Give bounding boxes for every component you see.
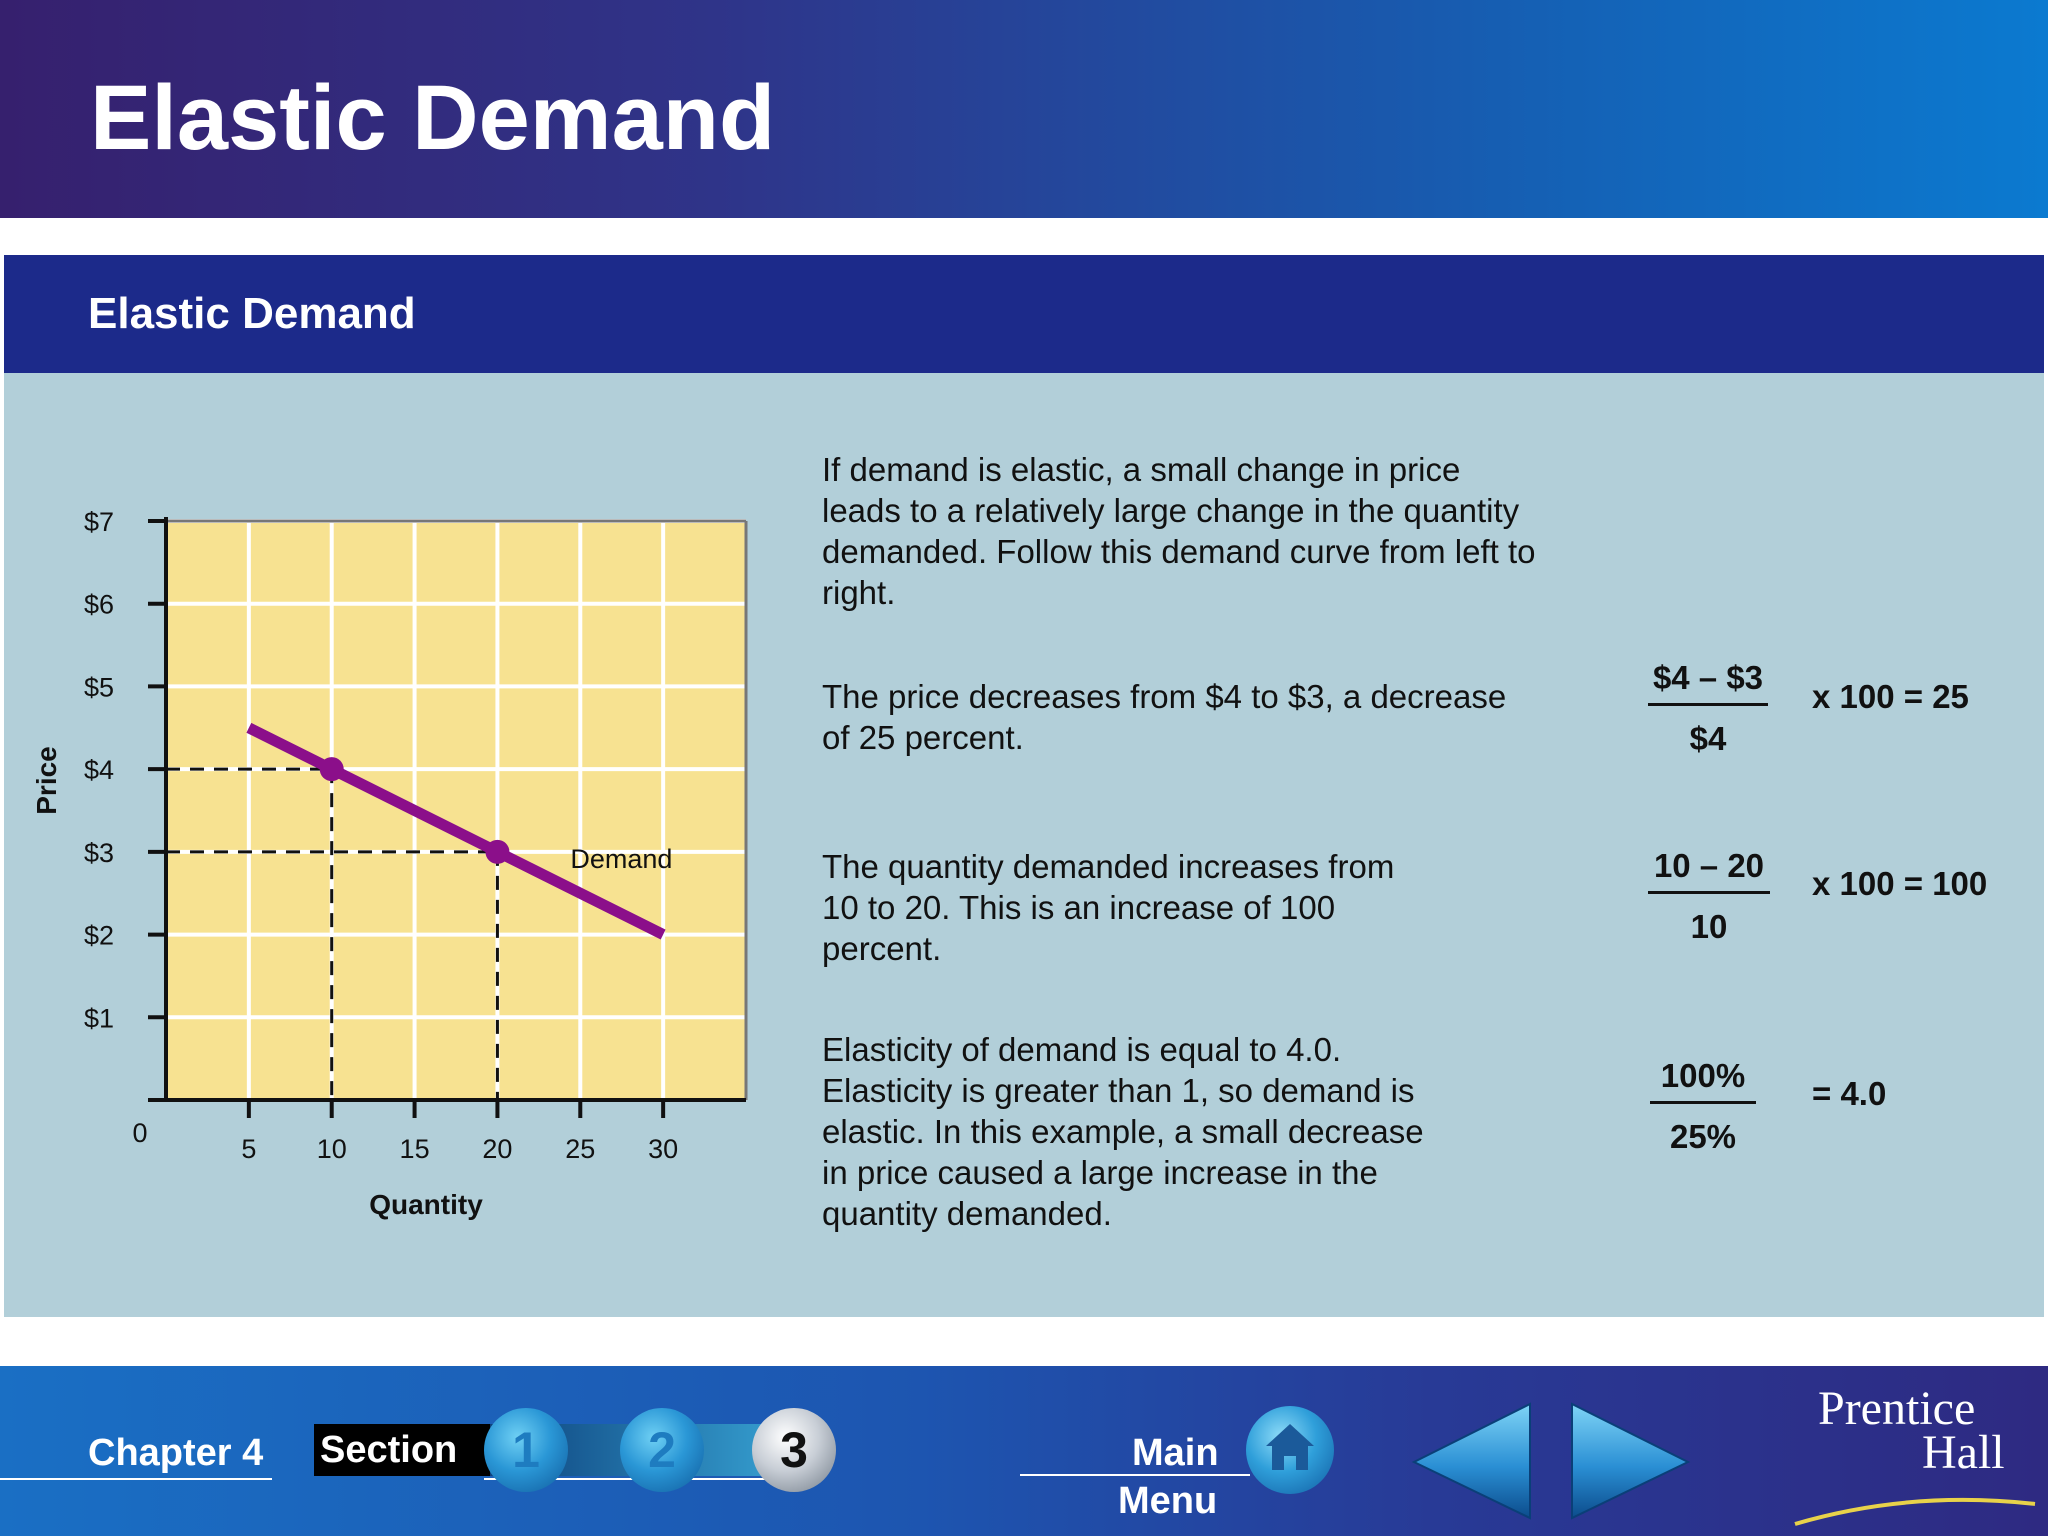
y-tick-label: $7 [84,507,114,537]
panel-header: Elastic Demand [4,255,2044,373]
quantity-change-numerator: 10 – 20 [1648,847,1770,894]
x-tick-label: 5 [241,1134,256,1164]
brand-line1: Prentice [1818,1382,1976,1435]
page-title: Elastic Demand [90,67,776,169]
brand-line2: Hall [1922,1426,2005,1479]
origin-label: 0 [132,1118,147,1148]
price-change-fraction: $4 – $3 $4 [1648,659,1768,758]
intro-text: If demand is elastic, a small change in … [822,451,1536,611]
price-change-denominator: $4 [1689,720,1727,757]
quantity-change-text: The quantity demanded increases from 10 … [822,848,1395,967]
x-tick-label: 30 [648,1134,678,1164]
chapter-underline [0,1478,272,1480]
data-point [485,839,510,864]
previous-arrow-icon [1411,1402,1531,1520]
x-tick-label: 15 [400,1134,430,1164]
elasticity-denominator: 25% [1669,1118,1737,1155]
y-tick-label: $1 [84,1003,114,1033]
demand-chart: $1 $2 $3 $4 $5 $6 $7 5 10 15 20 25 30 0 Quantity Price D… [31,507,748,1220]
previous-arrow-button[interactable] [1402,1396,1542,1526]
panel-body: $1 $2 $3 $4 $5 $6 $7 5 10 15 20 25 30 0 Quantity Price D… [4,373,2044,1317]
x-tick-label: 10 [317,1134,347,1164]
quantity-change-fraction: 10 – 20 10 [1648,847,1770,946]
section-1-button[interactable]: 1 [484,1408,568,1492]
home-button[interactable] [1246,1406,1334,1494]
home-icon [1266,1424,1314,1470]
section-2-button[interactable]: 2 [620,1408,704,1492]
y-tick-label: $3 [84,838,114,868]
y-tick-label: $5 [84,672,114,702]
y-tick-label: $2 [84,921,114,951]
next-arrow-button[interactable] [1560,1396,1700,1526]
section-label: Section [314,1424,490,1476]
x-tick-label: 25 [565,1134,595,1164]
footer-nav: Chapter 4 Section 1 2 3 Main Menu Prenti… [0,1366,2048,1536]
quantity-change-result: x 100 = 100 [1812,865,1988,902]
main-menu-divider [1020,1474,1250,1476]
section-3-button[interactable]: 3 [752,1408,836,1492]
y-tick-label: $6 [84,590,114,620]
chapter-label: Chapter 4 [88,1432,264,1474]
y-axis-title: Price [31,746,62,815]
y-tick-label: $4 [84,755,114,785]
quantity-change-denominator: 10 [1690,908,1728,945]
header-bar: Elastic Demand [0,0,2048,218]
price-change-result: x 100 = 25 [1812,678,1969,715]
plot-area [166,521,746,1100]
next-arrow-icon [1571,1402,1691,1520]
x-tick-label: 20 [482,1134,512,1164]
main-menu-line1[interactable]: Main [1132,1432,1219,1474]
elasticity-result: = 4.0 [1812,1075,1887,1112]
main-menu-line2[interactable]: Menu [1118,1480,1218,1522]
series-label: Demand [570,844,672,874]
demand-curve [246,722,666,940]
x-axis-title: Quantity [369,1189,483,1220]
brand-swoosh [1794,1497,2036,1526]
data-point [319,757,344,782]
panel-title: Elastic Demand [88,289,416,338]
elasticity-fraction: 100% 25% [1650,1057,1756,1156]
price-change-numerator: $4 – $3 [1648,659,1768,706]
elasticity-numerator: 100% [1650,1057,1756,1104]
price-change-text: The price decreases from $4 to $3, a dec… [822,678,1507,756]
elasticity-text: Elasticity of demand is equal to 4.0. El… [822,1031,1424,1232]
